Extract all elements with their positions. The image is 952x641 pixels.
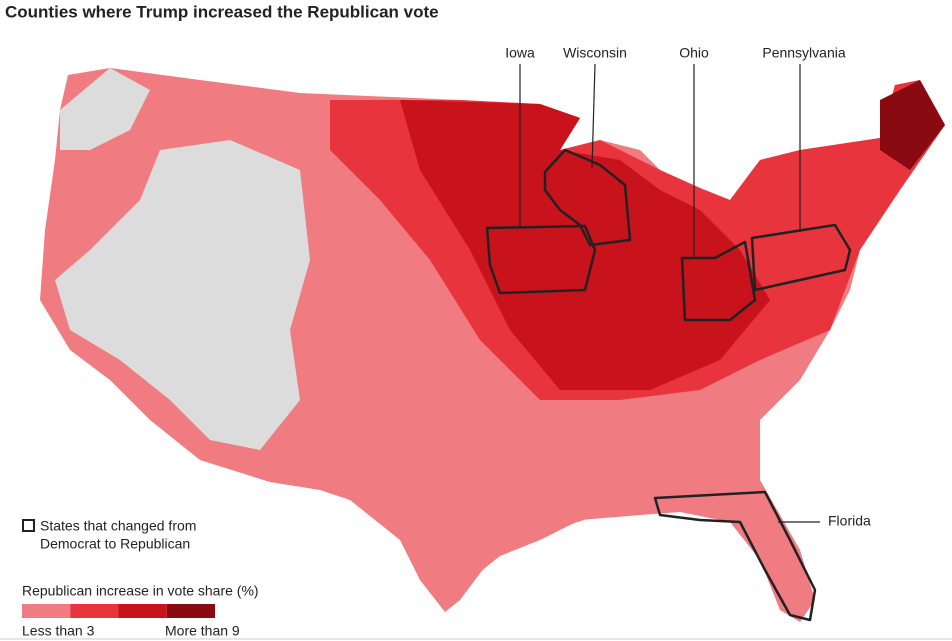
high-increase-area	[880, 80, 945, 170]
scale-swatch	[70, 604, 119, 618]
state-label: Florida	[828, 513, 871, 529]
outline-key	[22, 519, 35, 532]
scale-swatch	[166, 604, 215, 618]
no-change-area	[55, 140, 310, 450]
low-increase-area	[360, 410, 760, 580]
state-outline	[680, 240, 757, 322]
legend-text: Democrat to Republican	[40, 536, 190, 552]
state-outline	[485, 224, 597, 295]
state-outline	[750, 223, 852, 292]
title: Counties where Trump increased the Repub…	[5, 2, 439, 21]
legend-text: States that changed from	[40, 518, 196, 534]
state-outline	[653, 490, 817, 622]
legend-high: More than 9	[165, 623, 240, 639]
state-label: Iowa	[505, 45, 535, 61]
no-change-area	[60, 68, 150, 150]
high-increase-area	[400, 100, 770, 390]
state-label: Ohio	[679, 45, 709, 61]
legend-low: Less than 3	[22, 623, 95, 639]
state-label: Wisconsin	[563, 45, 627, 61]
state-outline	[543, 148, 632, 247]
scale-swatch	[118, 604, 167, 618]
state-label: Pennsylvania	[762, 45, 845, 61]
scale-swatch	[22, 604, 71, 618]
legend-title: Republican increase in vote share (%)	[22, 583, 259, 599]
leader-line	[591, 63, 596, 169]
us-map	[40, 68, 945, 622]
color-scale	[22, 604, 215, 618]
